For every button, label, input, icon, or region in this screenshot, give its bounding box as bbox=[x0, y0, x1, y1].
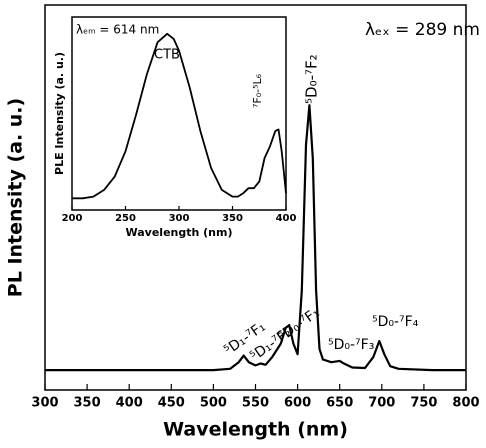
x-tick-label: 350 bbox=[74, 396, 101, 411]
x-tick-label: 750 bbox=[410, 396, 437, 411]
x-tick-label: 450 bbox=[158, 396, 185, 411]
x-axis-label: Wavelength (nm) bbox=[163, 419, 348, 441]
x-tick-label: 400 bbox=[276, 213, 297, 224]
annotation: ⁵D₀-⁷F₂ bbox=[303, 54, 321, 104]
x-tick-label: 300 bbox=[31, 396, 58, 411]
annotation: λₑₘ = 614 nm bbox=[76, 23, 159, 37]
plot-frame bbox=[71, 16, 287, 211]
x-tick-label: 700 bbox=[368, 396, 395, 411]
y-axis-label: PLE Intensity (a. u.) bbox=[53, 52, 66, 175]
x-tick-label: 300 bbox=[169, 213, 190, 224]
x-tick-label: 650 bbox=[326, 396, 353, 411]
x-tick-label: 500 bbox=[200, 396, 227, 411]
x-tick-label: 550 bbox=[242, 396, 269, 411]
spectrum-line bbox=[72, 32, 287, 200]
y-axis-label: PL Intensity (a. u.) bbox=[5, 98, 27, 297]
x-tick-label: 250 bbox=[115, 213, 136, 224]
x-tick-label: 200 bbox=[62, 213, 83, 224]
annotation: ⁷F₀-⁵L₆ bbox=[251, 73, 264, 108]
x-axis-label: Wavelength (nm) bbox=[126, 226, 233, 239]
spectrum-line bbox=[45, 104, 466, 372]
annotation: ⁵D₀-⁷F₄ bbox=[372, 314, 419, 330]
x-tick-label: 600 bbox=[284, 396, 311, 411]
x-tick-label: 350 bbox=[222, 213, 243, 224]
annotation: ⁵D₀-⁷F₃ bbox=[328, 337, 374, 353]
annotation: λₑₓ = 289 nm bbox=[365, 20, 480, 40]
x-tick-label: 400 bbox=[116, 396, 143, 411]
annotation: CTB bbox=[154, 48, 180, 63]
x-tick-label: 800 bbox=[452, 396, 479, 411]
